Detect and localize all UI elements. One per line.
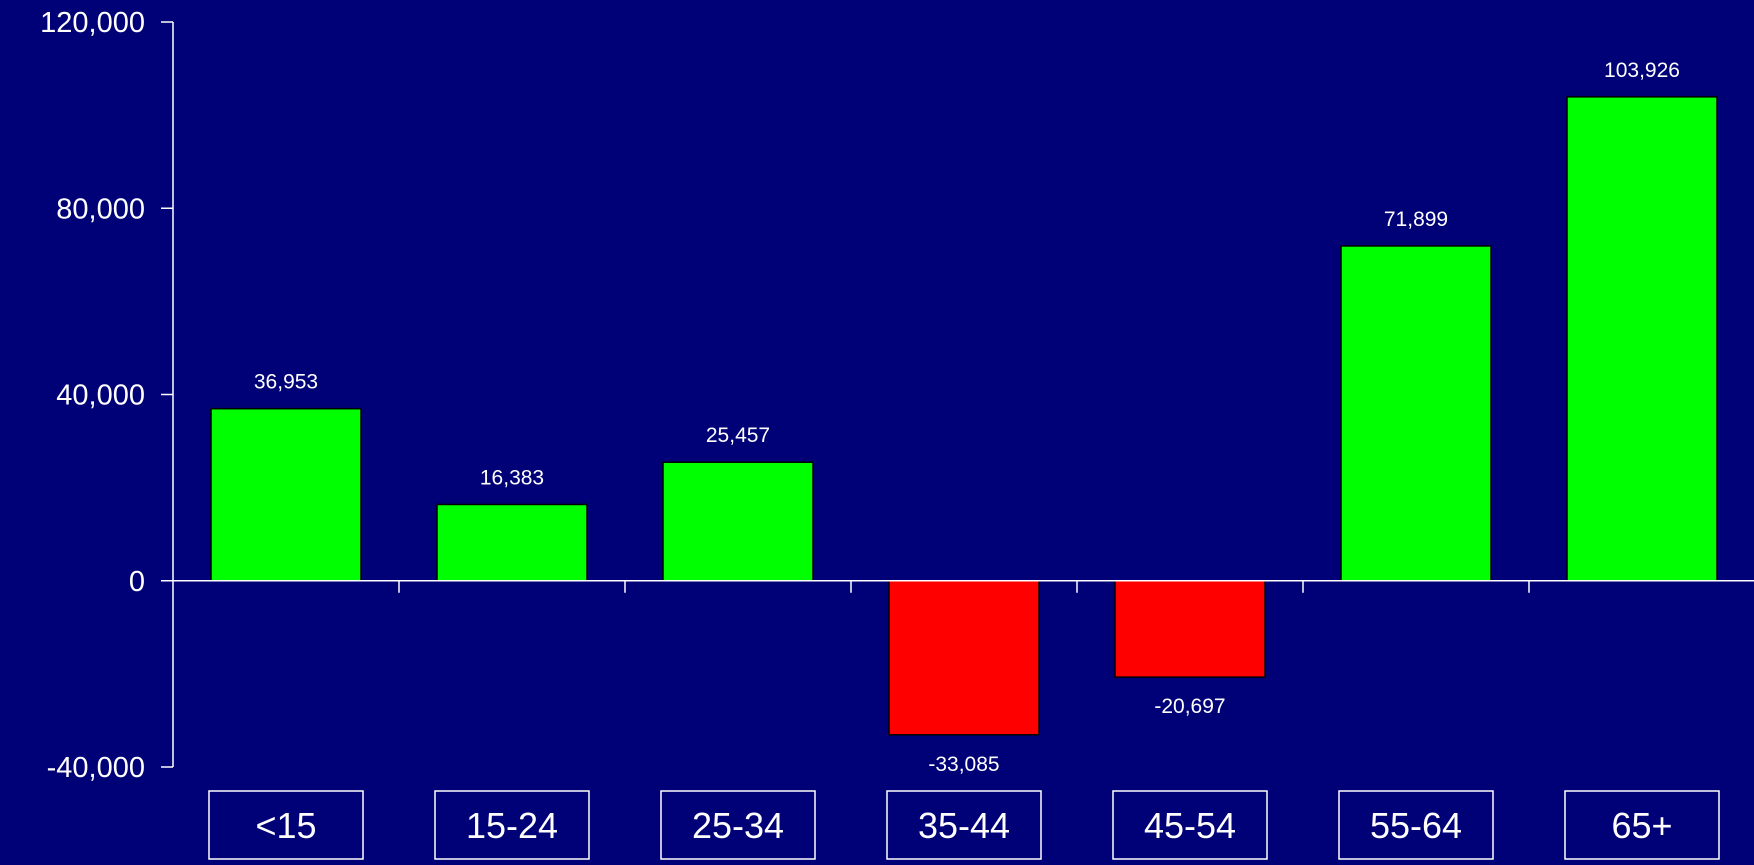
bars <box>210 96 1718 736</box>
bar <box>1566 96 1718 582</box>
category-label: 55-64 <box>1370 805 1462 846</box>
data-label: 16,383 <box>480 466 544 489</box>
y-tick-label: 80,000 <box>56 193 145 225</box>
bar <box>210 407 362 582</box>
category-box <box>208 790 364 860</box>
data-labels: 36,953 16,383 25,457 -33,085 -20,697 71,899 10… <box>254 59 1680 776</box>
category-label: 25-34 <box>692 805 784 846</box>
data-label: 103,926 <box>1604 59 1680 82</box>
category-labels: <15 15-24 25-34 35-44 45-54 55-64 65+ <box>208 790 1720 860</box>
bar <box>662 461 814 582</box>
y-tick-label: -40,000 <box>47 752 145 784</box>
category-box <box>1564 790 1720 860</box>
data-label: -20,697 <box>1154 695 1225 718</box>
x-axis <box>173 580 1754 593</box>
category-box <box>434 790 590 860</box>
category-label: 45-54 <box>1144 805 1236 846</box>
category-box <box>660 790 816 860</box>
category-label: 65+ <box>1611 805 1672 846</box>
y-axis: 120,000 80,000 40,000 0 -40,000 <box>40 7 174 784</box>
y-tick-label: 0 <box>129 566 145 598</box>
bar <box>1340 245 1492 582</box>
category-box <box>1338 790 1494 860</box>
bar <box>888 580 1040 736</box>
bar <box>436 503 588 582</box>
y-tick-label: 120,000 <box>40 7 145 39</box>
data-label: 71,899 <box>1384 208 1448 231</box>
y-tick-label: 40,000 <box>56 380 145 412</box>
data-label: 25,457 <box>706 424 770 447</box>
category-box <box>1112 790 1268 860</box>
data-label: 36,953 <box>254 371 318 394</box>
category-label: 15-24 <box>466 805 558 846</box>
bar <box>1114 580 1266 678</box>
data-label: -33,085 <box>928 753 999 776</box>
category-label: <15 <box>255 805 316 846</box>
category-label: 35-44 <box>918 805 1010 846</box>
category-box <box>886 790 1042 860</box>
